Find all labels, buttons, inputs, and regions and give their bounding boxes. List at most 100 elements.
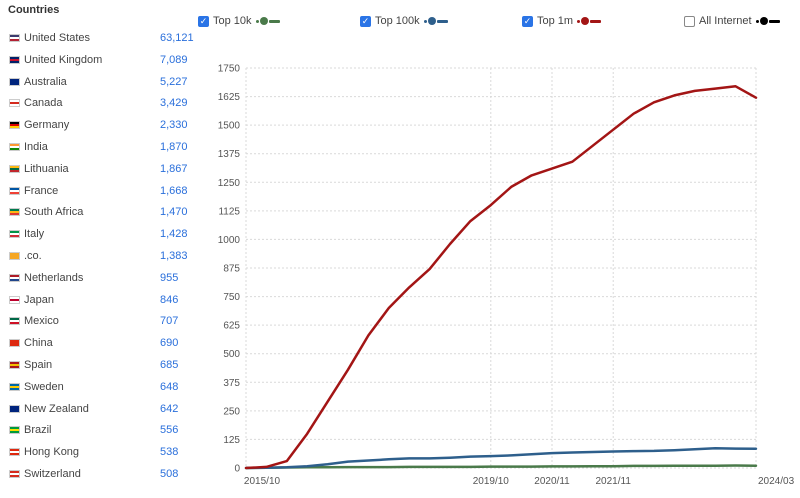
country-name: United Kingdom bbox=[24, 53, 103, 66]
flag-icon bbox=[9, 230, 20, 239]
y-tick-label: 1500 bbox=[218, 121, 241, 132]
legend-swatch-icon bbox=[755, 17, 780, 25]
country-row[interactable]: Netherlands 955 bbox=[0, 268, 195, 290]
country-name: India bbox=[24, 140, 48, 153]
legend-item-top-100k[interactable]: ✓ Top 100k bbox=[360, 12, 448, 30]
country-row[interactable]: Germany 2,330 bbox=[0, 115, 195, 137]
country-name: New Zealand bbox=[24, 402, 89, 415]
y-tick-label: 625 bbox=[223, 321, 240, 332]
country-count-link[interactable]: 1,870 bbox=[160, 140, 188, 153]
country-row[interactable]: Switzerland 508 bbox=[0, 464, 195, 486]
series-line-top-10k bbox=[244, 464, 758, 470]
legend-swatch-icon bbox=[255, 17, 280, 25]
legend-item-all-internet[interactable]: All Internet bbox=[684, 12, 780, 30]
country-row[interactable]: South Africa 1,470 bbox=[0, 202, 195, 224]
country-count-link[interactable]: 648 bbox=[160, 380, 179, 393]
legend-checkbox[interactable]: ✓ bbox=[360, 15, 371, 27]
country-row[interactable]: China 690 bbox=[0, 333, 195, 355]
y-tick-label: 1250 bbox=[218, 178, 241, 189]
country-row[interactable]: India 1,870 bbox=[0, 137, 195, 159]
legend-checkbox[interactable]: ✓ bbox=[198, 15, 209, 27]
country-name: Switzerland bbox=[24, 467, 81, 480]
country-count-link[interactable]: 1,668 bbox=[160, 184, 188, 197]
flag-icon bbox=[9, 295, 20, 304]
y-tick-label: 750 bbox=[223, 292, 240, 303]
y-tick-label: 0 bbox=[234, 464, 240, 475]
flag-icon bbox=[9, 448, 20, 457]
country-count-link[interactable]: 642 bbox=[160, 402, 179, 415]
country-list: United States 63,121 United Kingdom 7,089 Au… bbox=[0, 28, 195, 486]
country-row[interactable]: France 1,668 bbox=[0, 181, 195, 203]
country-count-link[interactable]: 685 bbox=[160, 358, 179, 371]
legend-checkbox[interactable]: ✓ bbox=[522, 15, 533, 27]
x-tick-label: 2015/10 bbox=[244, 476, 281, 487]
country-name: Germany bbox=[24, 119, 70, 132]
country-row[interactable]: .co. 1,383 bbox=[0, 246, 195, 268]
legend-item-top-10k[interactable]: ✓ Top 10k bbox=[198, 12, 280, 30]
country-count-link[interactable]: 690 bbox=[160, 337, 179, 350]
country-name: Japan bbox=[24, 293, 54, 306]
country-row[interactable]: Italy 1,428 bbox=[0, 224, 195, 246]
country-row[interactable]: Sweden 648 bbox=[0, 377, 195, 399]
country-row[interactable]: Australia 5,227 bbox=[0, 72, 195, 94]
flag-icon bbox=[9, 164, 20, 173]
country-row[interactable]: Brazil 556 bbox=[0, 420, 195, 442]
y-tick-label: 500 bbox=[223, 349, 240, 360]
country-count-link[interactable]: 1,428 bbox=[160, 228, 188, 241]
legend-item-top-1m[interactable]: ✓ Top 1m bbox=[522, 12, 602, 30]
flag-icon bbox=[9, 34, 20, 42]
y-tick-label: 125 bbox=[223, 435, 240, 446]
country-name: Hong Kong bbox=[24, 446, 80, 459]
country-row[interactable]: Hong Kong 538 bbox=[0, 442, 195, 464]
country-count-link[interactable]: 5,227 bbox=[160, 75, 188, 88]
country-row[interactable]: Japan 846 bbox=[0, 290, 195, 312]
country-name: Mexico bbox=[24, 315, 59, 328]
y-tick-label: 375 bbox=[223, 378, 240, 389]
country-count-link[interactable]: 2,330 bbox=[160, 119, 188, 132]
country-row[interactable]: New Zealand 642 bbox=[0, 399, 195, 421]
legend-checkbox[interactable] bbox=[684, 15, 695, 27]
y-tick-label: 1750 bbox=[218, 64, 241, 75]
country-count-link[interactable]: 846 bbox=[160, 293, 179, 306]
country-count-link[interactable]: 508 bbox=[160, 467, 179, 480]
country-name: South Africa bbox=[24, 206, 84, 219]
country-row[interactable]: United Kingdom 7,089 bbox=[0, 50, 195, 72]
legend-label: Top 1m bbox=[537, 15, 574, 27]
country-row[interactable]: Mexico 707 bbox=[0, 311, 195, 333]
flag-icon bbox=[9, 426, 20, 435]
country-count-link[interactable]: 1,383 bbox=[160, 249, 188, 262]
country-count-link[interactable]: 955 bbox=[160, 271, 179, 284]
country-count-link[interactable]: 707 bbox=[160, 315, 179, 328]
country-name: United States bbox=[24, 32, 91, 44]
flag-icon bbox=[9, 77, 20, 86]
country-name: China bbox=[24, 337, 53, 350]
flag-icon bbox=[9, 317, 20, 326]
chart-legend: ✓ Top 10k ✓ Top 100k ✓ Top 1m All Internet bbox=[0, 12, 800, 32]
y-tick-label: 875 bbox=[223, 264, 240, 275]
legend-label: All Internet bbox=[699, 15, 752, 27]
country-count-link[interactable]: 3,429 bbox=[160, 97, 188, 110]
series-line-top-100k bbox=[244, 447, 758, 470]
flag-icon bbox=[9, 251, 20, 260]
country-name: Spain bbox=[24, 358, 53, 371]
country-count-link[interactable]: 538 bbox=[160, 446, 179, 459]
country-name: Sweden bbox=[24, 380, 64, 393]
country-count-link[interactable]: 7,089 bbox=[160, 53, 188, 66]
country-name: Brazil bbox=[24, 424, 52, 437]
country-row[interactable]: United States 63,121 bbox=[0, 28, 195, 50]
flag-icon bbox=[9, 208, 20, 217]
y-tick-label: 250 bbox=[223, 406, 240, 417]
country-row[interactable]: Lithuania 1,867 bbox=[0, 159, 195, 181]
flag-icon bbox=[9, 99, 20, 108]
country-count-link[interactable]: 556 bbox=[160, 424, 179, 437]
y-tick-label: 1625 bbox=[218, 92, 241, 103]
country-row[interactable]: Canada 3,429 bbox=[0, 93, 195, 115]
countries-title: Countries bbox=[8, 4, 60, 16]
flag-icon bbox=[9, 186, 20, 195]
country-count-link[interactable]: 1,470 bbox=[160, 206, 188, 219]
flag-icon bbox=[9, 142, 20, 151]
country-count-link[interactable]: 1,867 bbox=[160, 162, 188, 175]
x-tick-label: 2021/11 bbox=[595, 476, 631, 487]
country-count-link[interactable]: 63,121 bbox=[160, 32, 194, 44]
country-row[interactable]: Spain 685 bbox=[0, 355, 195, 377]
